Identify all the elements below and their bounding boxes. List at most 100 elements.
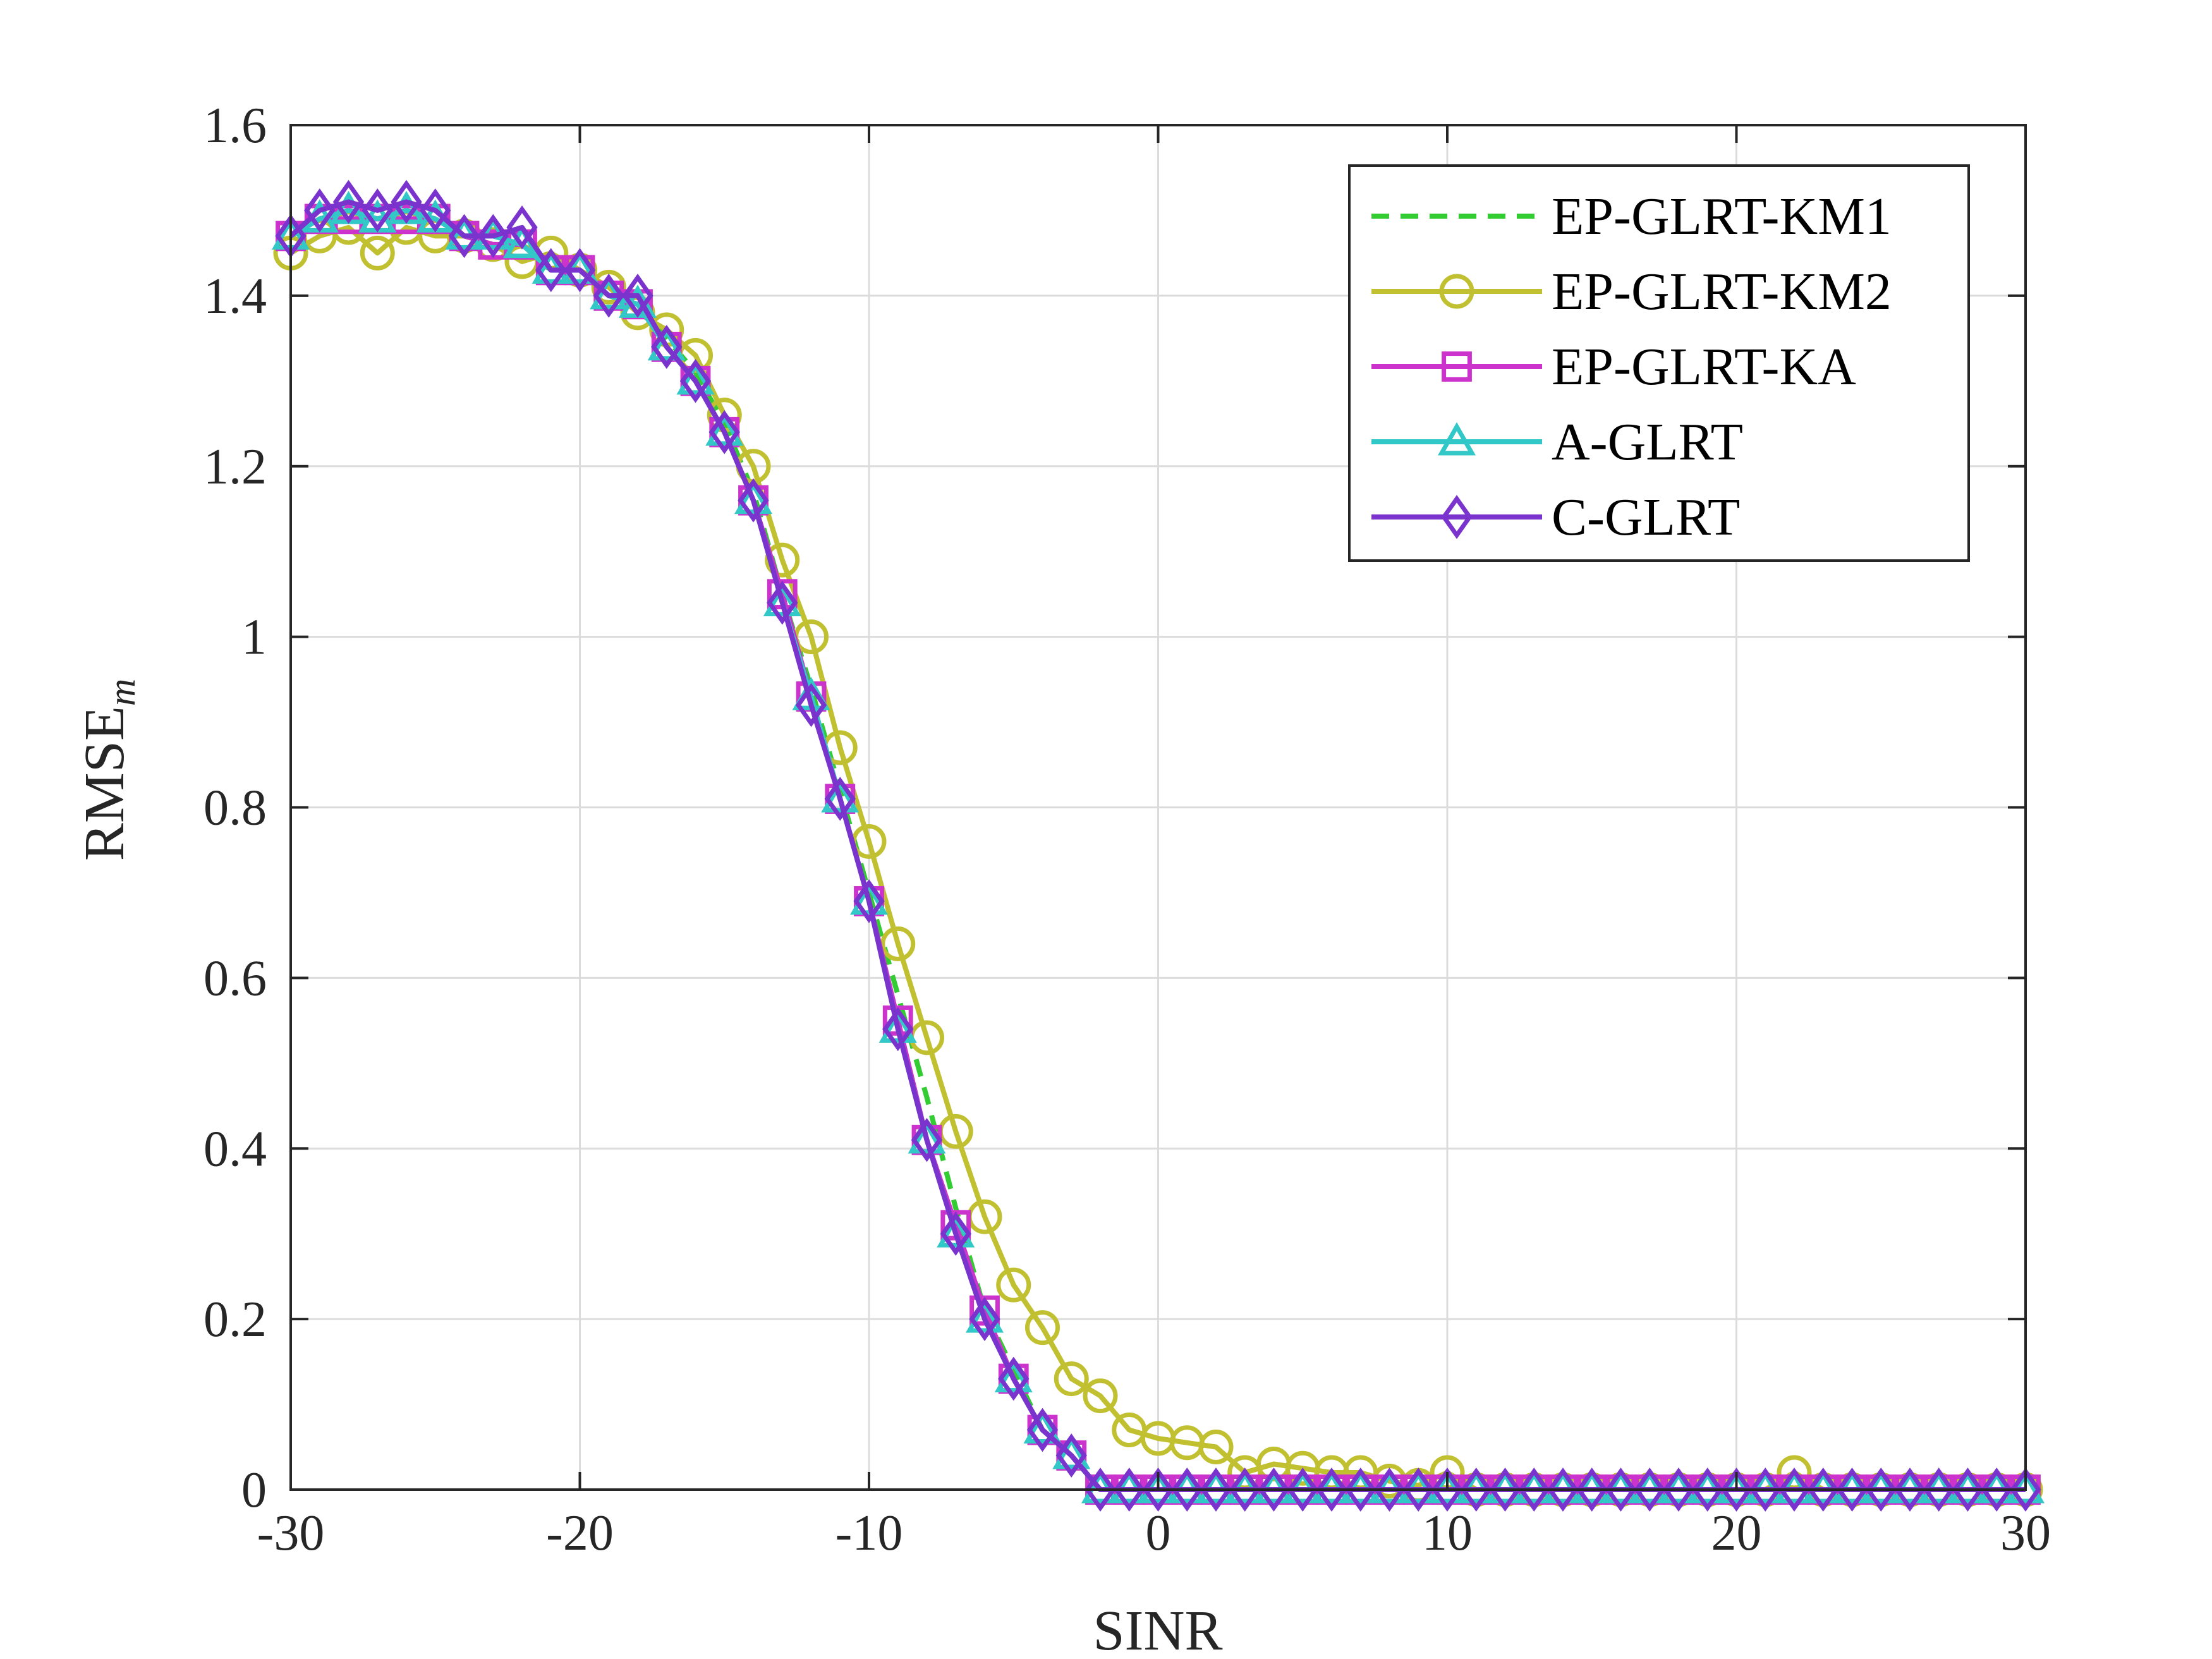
data-point (1431, 1468, 1463, 1512)
data-point (391, 179, 422, 224)
data-point (994, 1359, 1033, 1393)
data-point (651, 324, 683, 369)
legend-marker-diamond (1441, 495, 1473, 539)
data-point (564, 248, 596, 293)
data-point (1171, 1468, 1203, 1512)
data-point (765, 542, 800, 578)
y-tick-label: 0.2 (204, 1292, 267, 1347)
legend-item: EP-GLRT-KM1 (1371, 187, 1892, 246)
data-point (738, 478, 769, 523)
data-point (1054, 1361, 1089, 1397)
data-point (1808, 1468, 1839, 1512)
legend-box (1348, 164, 1970, 562)
legend-label: A-GLRT (1552, 413, 1743, 471)
y-axis-title-main: RMSE (73, 706, 136, 861)
data-point (908, 1120, 946, 1154)
legend-marker-circle (1439, 274, 1474, 309)
data-point (882, 1007, 914, 1052)
y-tick-label: 1.4 (204, 269, 267, 324)
data-point (1198, 1430, 1234, 1465)
data-point (763, 583, 801, 617)
data-point (998, 1356, 1030, 1401)
data-point (1345, 1468, 1376, 1512)
y-axis-title: RMSEm (73, 679, 143, 861)
x-tick-label: 30 (2000, 1505, 2051, 1561)
legend-label: EP-GLRT-KM2 (1552, 262, 1892, 321)
data-point (1720, 1468, 1753, 1512)
data-point (1749, 1468, 1781, 1512)
svg-text:RMSEm: RMSEm (73, 679, 143, 861)
x-tick-label: 10 (1422, 1505, 1473, 1561)
data-point (535, 248, 567, 293)
data-point (1142, 1468, 1174, 1512)
data-point (1605, 1468, 1637, 1512)
legend: EP-GLRT-KM1 EP-GLRT-KM2 EP-GLRT-KA A-GLRT C-… (1348, 164, 1970, 562)
data-point (304, 188, 336, 233)
data-point (880, 926, 916, 961)
x-tick-label: 20 (1711, 1505, 1762, 1561)
legend-marker-triangle (1437, 422, 1476, 456)
legend-label: EP-GLRT-KA (1552, 337, 1856, 396)
data-point (676, 361, 715, 395)
data-point (1316, 1468, 1347, 1512)
data-point (1052, 1435, 1091, 1469)
x-tick-label: 0 (1146, 1505, 1171, 1561)
data-point (1402, 1468, 1434, 1512)
data-point (477, 214, 509, 258)
data-point (1865, 1468, 1897, 1512)
y-tick-label: 0.4 (204, 1121, 267, 1177)
data-point (824, 777, 856, 821)
data-point (1952, 1468, 1984, 1512)
data-point (1489, 1468, 1521, 1512)
data-point (1258, 1468, 1290, 1512)
y-tick-label: 1.6 (204, 98, 267, 154)
data-point (1023, 1410, 1062, 1444)
data-point (1461, 1468, 1492, 1512)
data-point (767, 580, 798, 625)
data-point (679, 358, 712, 403)
legend-marker-square (1442, 351, 1472, 382)
data-point (795, 683, 827, 727)
data-point (1055, 1433, 1087, 1478)
data-point (591, 269, 626, 305)
legend-item: EP-GLRT-KM2 (1371, 262, 1892, 321)
data-point (622, 274, 653, 318)
data-point (1547, 1468, 1579, 1512)
data-point (1778, 1468, 1810, 1512)
data-point (734, 480, 773, 514)
legend-label: EP-GLRT-KM1 (1552, 187, 1892, 246)
data-point (332, 179, 365, 224)
data-point (1200, 1468, 1232, 1512)
data-point (448, 214, 480, 258)
data-point (705, 412, 744, 446)
data-point (708, 410, 740, 454)
data-point (1894, 1468, 1926, 1512)
axes (289, 124, 2027, 1491)
y-tick-label: 1 (241, 610, 267, 665)
legend-item: C-GLRT (1371, 488, 1740, 547)
data-point (821, 779, 860, 813)
data-point (1026, 1407, 1059, 1452)
data-point (937, 1214, 975, 1248)
data-point (593, 274, 624, 318)
data-point (1692, 1468, 1723, 1512)
data-point (878, 1009, 917, 1043)
y-axis-title-subscript: m (101, 679, 143, 706)
data-point (1083, 1378, 1118, 1414)
data-point (647, 327, 686, 361)
data-point (1634, 1468, 1665, 1512)
legend-item: EP-GLRT-KA (1371, 337, 1856, 396)
x-axis-title: SINR (1093, 1600, 1222, 1659)
data-point (1287, 1468, 1318, 1512)
y-tick-label: 0.8 (204, 781, 267, 836)
x-tick-label: -20 (546, 1505, 614, 1561)
data-point (1923, 1468, 1955, 1512)
data-point (1085, 1468, 1116, 1512)
data-point (853, 879, 885, 923)
data-point (1229, 1468, 1261, 1512)
data-point (1836, 1468, 1868, 1512)
y-tick-label: 0.6 (204, 951, 267, 1006)
x-tick-label: -10 (836, 1505, 903, 1561)
data-point (965, 1299, 1004, 1333)
